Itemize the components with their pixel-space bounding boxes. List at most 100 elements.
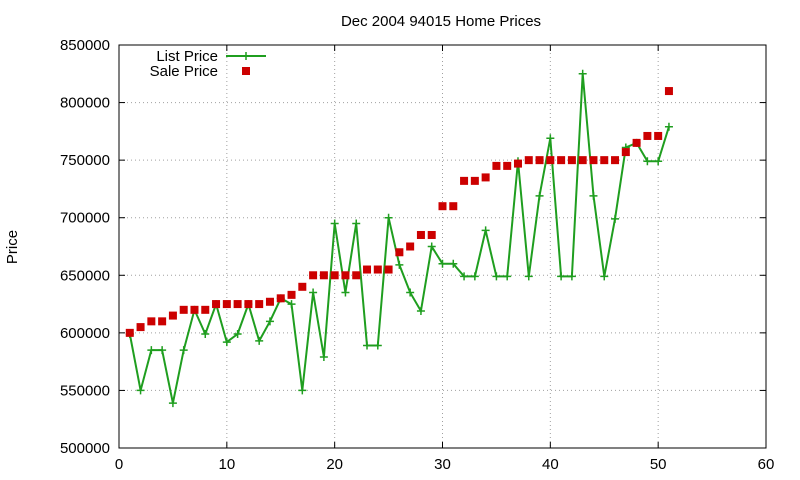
sale-price-point xyxy=(632,138,641,147)
list-price-point xyxy=(406,288,415,297)
sale-price-point xyxy=(201,305,210,314)
sale-price-point xyxy=(319,271,328,280)
y-tick-label: 800000 xyxy=(60,95,110,112)
sale-price-point xyxy=(168,311,177,320)
x-tick-label: 20 xyxy=(326,456,343,473)
sale-price-point xyxy=(406,242,415,251)
sale-price-point xyxy=(384,265,393,274)
sale-price-point xyxy=(654,131,663,140)
list-price-point xyxy=(319,353,328,362)
list-price-point xyxy=(363,341,372,350)
list-price-point xyxy=(492,272,501,281)
sale-price-point xyxy=(341,271,350,280)
list-price-point xyxy=(233,330,242,339)
sale-price-point xyxy=(233,300,242,309)
plot-frame xyxy=(118,44,767,449)
list-price-point xyxy=(255,336,264,345)
y-tick-label: 550000 xyxy=(60,382,110,399)
y-tick-label: 650000 xyxy=(60,267,110,284)
list-price-point xyxy=(298,386,307,395)
list-price-point xyxy=(567,272,576,281)
legend-marker-sale-price xyxy=(242,67,250,75)
list-price-point xyxy=(158,346,167,355)
legend-marker-list-price xyxy=(242,52,250,60)
sale-price-point xyxy=(255,300,264,309)
sale-price-point xyxy=(276,294,285,303)
legend: List Price Sale Price xyxy=(150,48,266,80)
sale-price-point xyxy=(524,156,533,165)
sale-price-point xyxy=(125,328,134,337)
x-tick-label: 40 xyxy=(542,456,559,473)
sale-price-point xyxy=(589,156,598,165)
list-price-point xyxy=(384,213,393,222)
list-price-point xyxy=(535,191,544,200)
y-tick-label: 600000 xyxy=(60,325,110,342)
sale-price-point xyxy=(481,173,490,182)
sale-price-point xyxy=(470,176,479,185)
sale-price-point xyxy=(611,156,620,165)
list-price-point xyxy=(654,157,663,166)
y-tick-label: 850000 xyxy=(60,37,110,54)
sale-price-point xyxy=(330,271,339,280)
y-tick-label: 750000 xyxy=(60,152,110,169)
sale-price-point xyxy=(600,156,609,165)
sale-price-point xyxy=(136,323,145,332)
sale-price-point xyxy=(287,290,296,299)
tick-layer: 0 10 20 30 40 50 60 500000 550000 600000 650000 700… xyxy=(60,37,774,473)
sale-price-point xyxy=(373,265,382,274)
list-price-point xyxy=(373,341,382,350)
sale-price-point xyxy=(557,156,566,165)
sale-price-point xyxy=(179,305,188,314)
list-price-point xyxy=(427,242,436,251)
legend-label-sale-price: Sale Price xyxy=(150,63,218,80)
list-price-point xyxy=(352,219,361,228)
sale-price-point xyxy=(503,161,512,170)
list-price-point xyxy=(438,259,447,268)
sale-price-point xyxy=(664,87,673,96)
list-price-point xyxy=(201,330,210,339)
list-price-point xyxy=(546,134,555,143)
sale-price-point xyxy=(416,230,425,239)
list-price-point xyxy=(395,260,404,269)
x-tick-label: 50 xyxy=(650,456,667,473)
list-price-point xyxy=(600,272,609,281)
sale-price-point xyxy=(212,300,221,309)
sale-price-point xyxy=(546,156,555,165)
sale-price-point xyxy=(535,156,544,165)
grid-layer xyxy=(119,45,766,448)
sale-price-point xyxy=(449,202,458,211)
list-price-point xyxy=(179,346,188,355)
sale-price-point xyxy=(309,271,318,280)
sale-price-point xyxy=(147,317,156,326)
sale-price-point xyxy=(158,317,167,326)
sale-price-point xyxy=(643,131,652,140)
x-tick-label: 0 xyxy=(115,456,123,473)
list-price-point xyxy=(460,272,469,281)
list-price-point xyxy=(222,338,231,347)
sale-price-point xyxy=(578,156,587,165)
y-tick-label: 500000 xyxy=(60,440,110,457)
list-price-point xyxy=(136,386,145,395)
series-layer xyxy=(125,69,673,408)
list-price-point xyxy=(611,214,620,223)
list-price-point xyxy=(643,157,652,166)
list-price-point xyxy=(287,300,296,309)
list-price-point xyxy=(449,259,458,268)
sale-price-point xyxy=(492,161,501,170)
list-price-point xyxy=(341,288,350,297)
legend-label-list-price: List Price xyxy=(156,48,218,65)
y-tick-label: 700000 xyxy=(60,210,110,227)
chart-title: Dec 2004 94015 Home Prices xyxy=(341,13,541,30)
sale-price-point xyxy=(190,305,199,314)
sale-price-point xyxy=(298,282,307,291)
sale-price-point xyxy=(427,230,436,239)
list-price-point xyxy=(309,288,318,297)
sale-price-point xyxy=(438,202,447,211)
x-tick-label: 30 xyxy=(434,456,451,473)
list-price-point xyxy=(168,399,177,408)
sale-price-point xyxy=(567,156,576,165)
sale-price-point xyxy=(395,248,404,257)
sale-price-point xyxy=(363,265,372,274)
sale-price-point xyxy=(352,271,361,280)
